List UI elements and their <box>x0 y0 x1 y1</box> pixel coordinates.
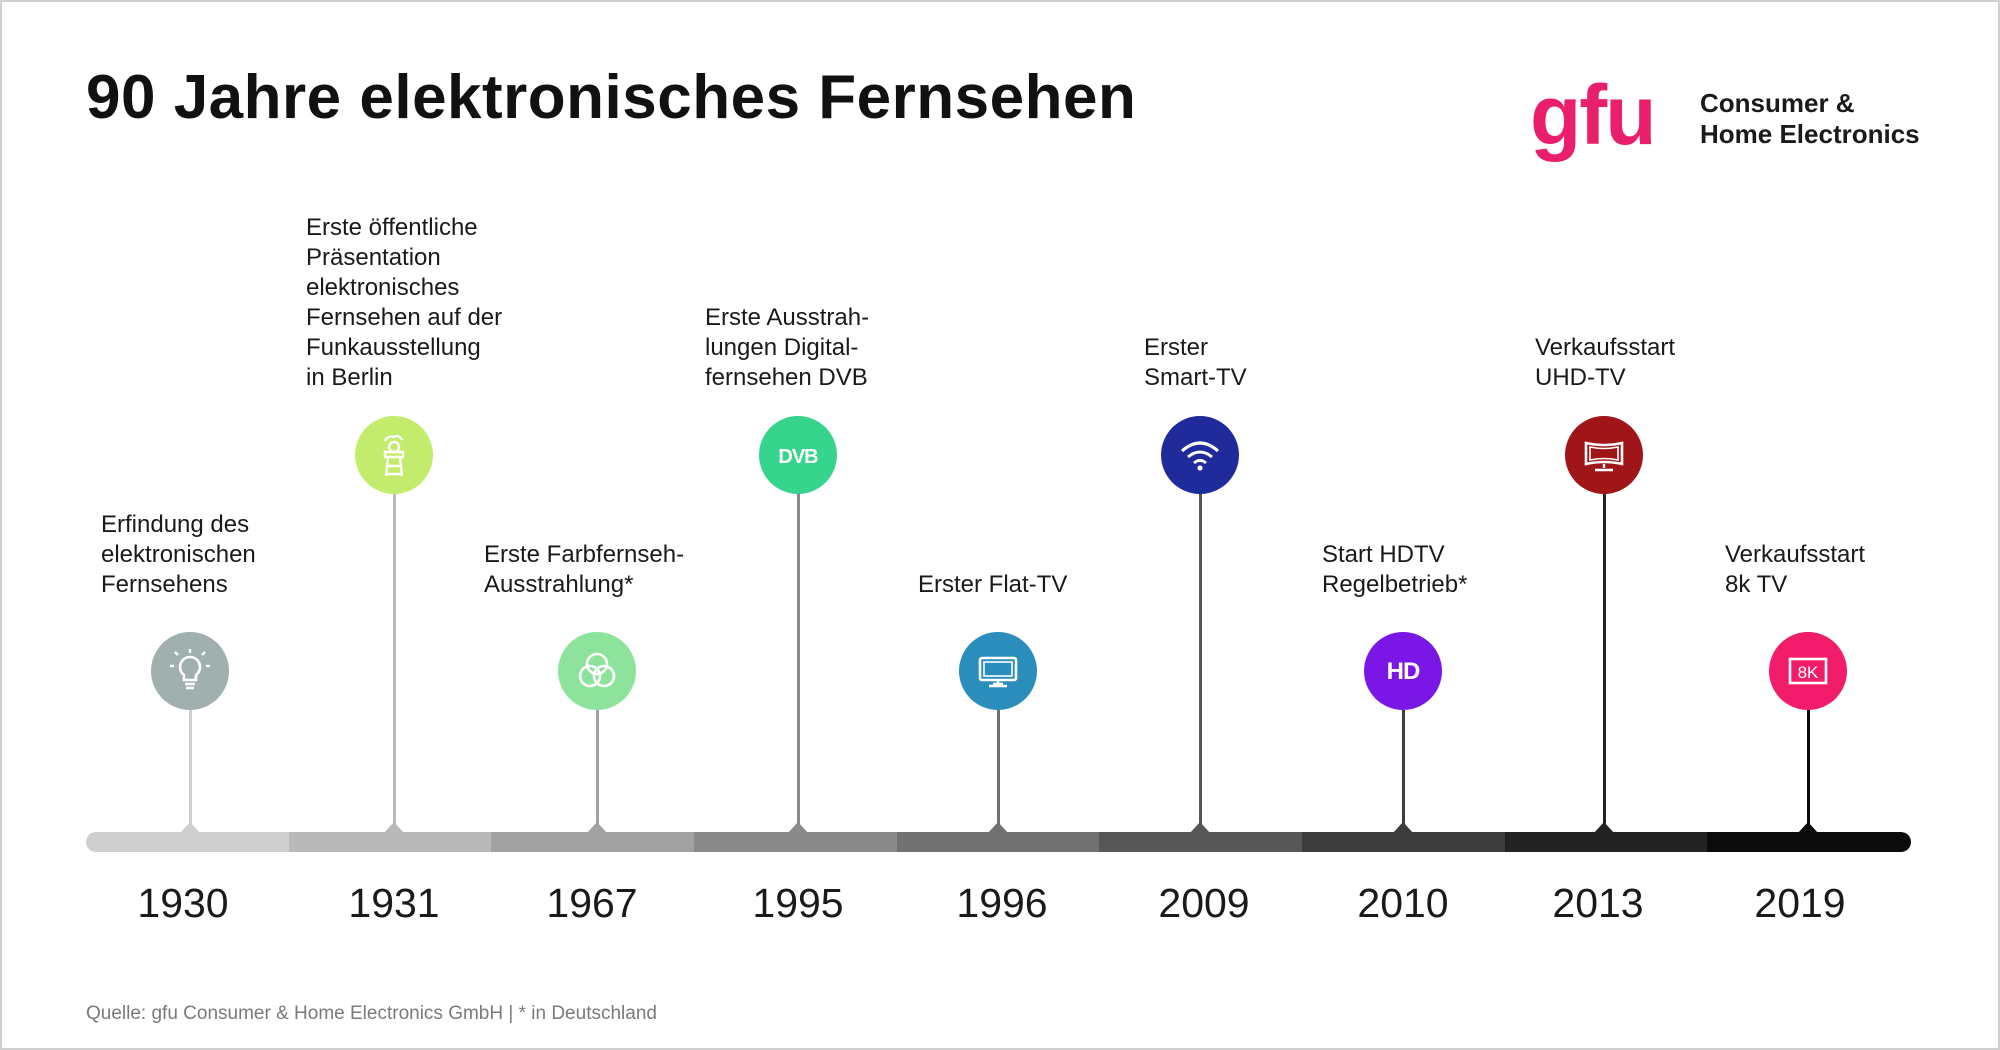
dvb-icon: DVB <box>778 446 819 468</box>
hd-icon: HD <box>1387 658 1421 685</box>
radio-tower-icon <box>383 434 405 477</box>
timeline-bar-segment <box>288 832 493 852</box>
timeline-stem <box>1806 710 1810 832</box>
event-year: 2013 <box>1552 880 1644 926</box>
logo-line-2: Home Electronics <box>1700 119 1920 149</box>
timeline-stem <box>1401 710 1405 832</box>
event-year: 2009 <box>1158 880 1250 926</box>
event-year: 1967 <box>546 880 638 926</box>
timeline-stem <box>188 710 192 832</box>
page-title: 90 Jahre elektronisches Fernsehen <box>86 63 1137 132</box>
event-marker <box>959 632 1037 710</box>
lightbulb-icon <box>170 649 210 690</box>
timeline-bar-segment <box>1707 832 1911 852</box>
event-label: Start HDTV Regelbetrieb* <box>1322 541 1468 598</box>
event-label: Erste öffentliche Präsentation elektroni… <box>306 214 503 391</box>
rgb-circles-icon <box>578 652 616 688</box>
event-year: 2019 <box>1754 880 1846 926</box>
event-marker <box>558 632 636 710</box>
event-label: Erster Smart-TV <box>1144 334 1247 391</box>
event-year: 1996 <box>956 880 1048 926</box>
timeline-stem <box>1602 494 1606 832</box>
event-marker: HD <box>1364 632 1442 710</box>
event-marker: DVB <box>759 416 837 494</box>
event-marker <box>1565 416 1643 494</box>
flat-tv-icon <box>978 656 1018 688</box>
event-label: Erster Flat-TV <box>918 571 1068 598</box>
logo-text: Consumer & Home Electronics <box>1700 88 1920 150</box>
timeline-stem <box>1198 494 1202 832</box>
event-marker <box>151 632 229 710</box>
event-label: Erfindung des elektronischen Fernsehens <box>101 511 256 598</box>
gfu-logo: gfu Consumer & Home Electronics <box>1530 70 1930 170</box>
timeline-stem <box>796 494 800 832</box>
wifi-icon <box>1181 441 1219 471</box>
event-year: 1995 <box>752 880 844 926</box>
event-year: 1931 <box>348 880 440 926</box>
timeline-bar-segment <box>896 832 1101 852</box>
event-label: Verkaufsstart 8k TV <box>1725 541 1866 598</box>
timeline-bar-segment <box>491 832 695 852</box>
source-note: Quelle: gfu Consumer & Home Electronics … <box>86 1003 657 1024</box>
svg-text:8K: 8K <box>1798 663 1819 682</box>
timeline-bar-segment <box>694 832 898 852</box>
event-label: Erste Ausstrah- lungen Digital- fernsehe… <box>705 304 870 391</box>
svg-text:DVB: DVB <box>778 446 818 468</box>
timeline-bar-segment <box>86 832 290 852</box>
timeline-stem <box>996 710 1000 832</box>
event-marker: 8K <box>1769 632 1847 710</box>
timeline-bar-segment <box>1099 832 1303 852</box>
logo-mark: gfu <box>1530 68 1657 162</box>
timeline-stem <box>595 710 599 832</box>
event-label: Verkaufsstart UHD-TV <box>1535 334 1676 391</box>
event-label: Erste Farbfernseh- Ausstrahlung* <box>484 541 685 598</box>
event-year: 1930 <box>137 880 229 926</box>
curved-tv-icon <box>1584 441 1624 472</box>
event-year: 2010 <box>1357 880 1449 926</box>
timeline-stem <box>392 494 396 832</box>
event-marker <box>1161 416 1239 494</box>
svg-text:HD: HD <box>1387 658 1420 685</box>
timeline-bar-segment <box>1504 832 1709 852</box>
8k-icon: 8K <box>1788 657 1828 685</box>
timeline-bar-segment <box>1302 832 1506 852</box>
logo-line-1: Consumer & <box>1700 88 1855 118</box>
event-marker <box>355 416 433 494</box>
